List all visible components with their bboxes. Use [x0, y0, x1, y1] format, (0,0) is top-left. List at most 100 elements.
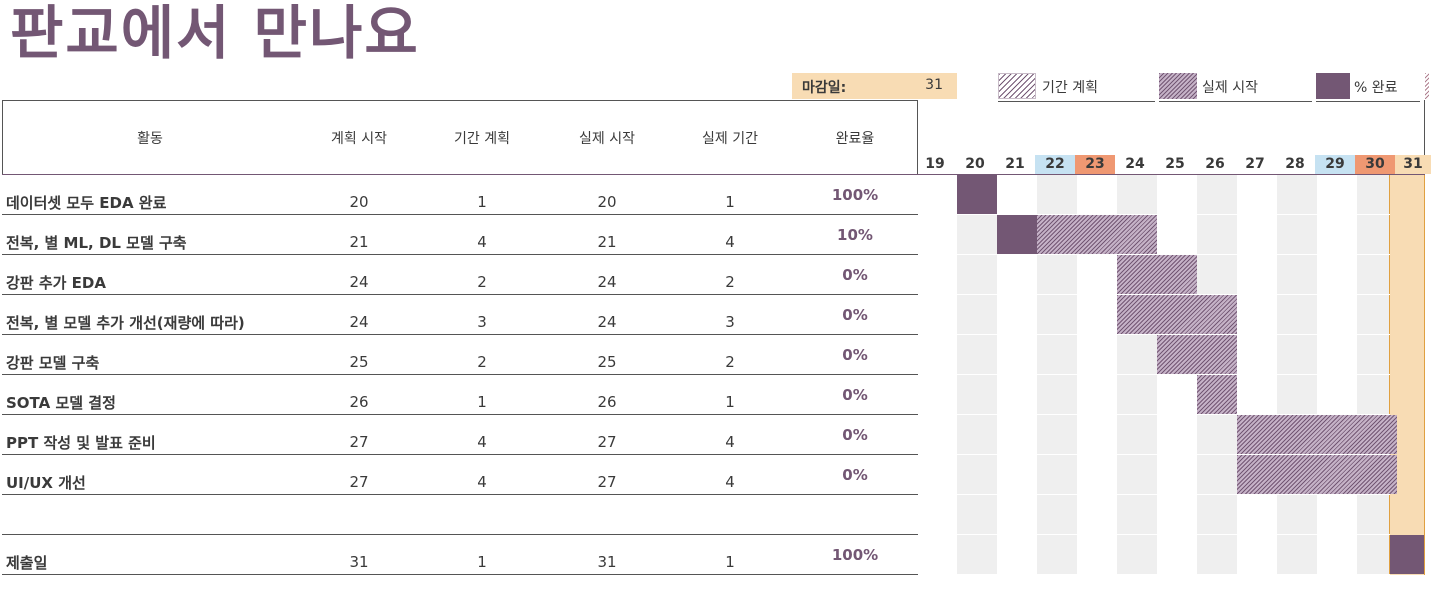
- actual-duration-bar[interactable]: [1037, 215, 1157, 254]
- day-label-30: 30: [1355, 155, 1395, 174]
- completion-bar[interactable]: [997, 215, 1037, 254]
- plan-duration-cell[interactable]: 4: [477, 233, 487, 251]
- task-name[interactable]: SOTA 모델 결정: [6, 394, 116, 412]
- actual-duration-bar[interactable]: [1117, 295, 1237, 334]
- task-name[interactable]: 강판 추가 EDA: [6, 274, 106, 292]
- gantt-column-shade: [957, 175, 997, 575]
- plan-start-cell[interactable]: 27: [349, 473, 369, 491]
- actual-duration-bar[interactable]: [1237, 455, 1397, 494]
- plan-duration-cell[interactable]: 1: [477, 553, 487, 571]
- completion-cell[interactable]: 10%: [837, 226, 873, 244]
- plan-start-cell[interactable]: 20: [349, 193, 369, 211]
- actual-duration-bar[interactable]: [1157, 335, 1237, 374]
- gantt-row-line: [918, 374, 1390, 375]
- table-divider: [917, 100, 918, 175]
- plan-pattern-icon: [998, 73, 1036, 99]
- completion-cell[interactable]: 100%: [831, 186, 879, 204]
- deadline-column: [1389, 175, 1425, 575]
- legend-actual: 실제 시작: [1159, 73, 1312, 102]
- plan-start-cell[interactable]: 24: [349, 313, 369, 331]
- actual-start-cell[interactable]: 27: [597, 433, 617, 451]
- completion-cell[interactable]: 0%: [842, 346, 868, 364]
- actual-duration-bar[interactable]: [1237, 415, 1397, 454]
- header-activity[interactable]: 활동: [137, 131, 163, 147]
- plan-duration-cell[interactable]: 4: [477, 433, 487, 451]
- plan-start-cell[interactable]: 31: [349, 553, 369, 571]
- plan-start-cell[interactable]: 27: [349, 433, 369, 451]
- actual-duration-cell[interactable]: 1: [725, 393, 735, 411]
- row-border: [2, 414, 918, 415]
- day-label-20: 20: [965, 156, 985, 172]
- completion-bar[interactable]: [957, 175, 997, 214]
- actual-duration-cell[interactable]: 2: [725, 353, 735, 371]
- completion-cell[interactable]: 0%: [842, 306, 868, 324]
- actual-duration-cell[interactable]: 1: [725, 193, 735, 211]
- plan-start-cell[interactable]: 24: [349, 273, 369, 291]
- deadline-label: 마감일:: [802, 80, 847, 96]
- header-actual-duration[interactable]: 실제 기간: [702, 131, 758, 147]
- plan-start-cell[interactable]: 25: [349, 353, 369, 371]
- actual-start-cell[interactable]: 24: [597, 313, 617, 331]
- header-plan-start[interactable]: 계획 시작: [331, 131, 387, 147]
- deadline-value[interactable]: 31: [925, 77, 943, 93]
- header-actual-start[interactable]: 실제 시작: [579, 131, 635, 147]
- task-name[interactable]: 전복, 별 모델 추가 개선(재량에 따라): [6, 314, 245, 332]
- gantt-column-shade: [1277, 175, 1317, 575]
- actual-duration-bar[interactable]: [1117, 255, 1197, 294]
- plan-start-cell[interactable]: 26: [349, 393, 369, 411]
- legend-edge-pattern: [1425, 73, 1429, 99]
- day-label-31: 31: [1395, 155, 1431, 174]
- plan-duration-cell[interactable]: 4: [477, 473, 487, 491]
- completion-cell[interactable]: 100%: [831, 546, 879, 564]
- task-name[interactable]: 전복, 별 ML, DL 모델 구축: [6, 234, 187, 252]
- day-label-27: 27: [1245, 156, 1265, 172]
- completion-cell[interactable]: 0%: [842, 266, 868, 284]
- header-completion[interactable]: 완료율: [835, 131, 875, 147]
- header-plan-duration[interactable]: 기간 계획: [454, 131, 510, 147]
- row-border: [2, 374, 918, 375]
- gantt-row-line: [918, 454, 1390, 455]
- actual-duration-bar[interactable]: [1197, 375, 1237, 414]
- actual-duration-cell[interactable]: 2: [725, 273, 735, 291]
- table-left-border: [2, 100, 3, 175]
- actual-duration-cell[interactable]: 3: [725, 313, 735, 331]
- actual-start-cell[interactable]: 26: [597, 393, 617, 411]
- plan-duration-cell[interactable]: 1: [477, 193, 487, 211]
- task-name[interactable]: PPT 작성 및 발표 준비: [6, 434, 156, 452]
- plan-duration-cell[interactable]: 3: [477, 313, 487, 331]
- day-label-29: 29: [1315, 155, 1355, 174]
- completion-cell[interactable]: 0%: [842, 466, 868, 484]
- day-label-19: 19: [925, 156, 945, 172]
- actual-start-cell[interactable]: 21: [597, 233, 617, 251]
- gantt-row-line: [918, 414, 1390, 415]
- completion-cell[interactable]: 0%: [842, 426, 868, 444]
- actual-duration-cell[interactable]: 1: [725, 553, 735, 571]
- actual-duration-cell[interactable]: 4: [725, 473, 735, 491]
- day-label-21: 21: [1005, 156, 1025, 172]
- table-row[interactable]: [0, 495, 918, 535]
- plan-duration-cell[interactable]: 2: [477, 273, 487, 291]
- actual-duration-cell[interactable]: 4: [725, 433, 735, 451]
- actual-start-cell[interactable]: 20: [597, 193, 617, 211]
- row-border: [2, 214, 918, 215]
- deadline-legend[interactable]: 마감일: 31: [792, 73, 957, 99]
- actual-start-cell[interactable]: 25: [597, 353, 617, 371]
- task-name[interactable]: UI/UX 개선: [6, 474, 86, 492]
- completion-cell[interactable]: 0%: [842, 386, 868, 404]
- plan-duration-cell[interactable]: 1: [477, 393, 487, 411]
- task-name[interactable]: 데이터셋 모두 EDA 완료: [6, 194, 167, 212]
- day-label-22: 22: [1035, 155, 1075, 174]
- row-border: [2, 294, 918, 295]
- task-name[interactable]: 제출일: [6, 554, 48, 572]
- page-title: 판교에서 만나요: [10, 0, 420, 67]
- actual-duration-cell[interactable]: 4: [725, 233, 735, 251]
- completion-bar[interactable]: [1390, 535, 1424, 574]
- plan-duration-cell[interactable]: 2: [477, 353, 487, 371]
- plan-start-cell[interactable]: 21: [349, 233, 369, 251]
- task-name[interactable]: 강판 모델 구축: [6, 354, 100, 372]
- actual-start-cell[interactable]: 31: [597, 553, 617, 571]
- row-border: [2, 334, 918, 335]
- actual-start-cell[interactable]: 27: [597, 473, 617, 491]
- legend-plan-label: 기간 계획: [1042, 80, 1098, 96]
- actual-start-cell[interactable]: 24: [597, 273, 617, 291]
